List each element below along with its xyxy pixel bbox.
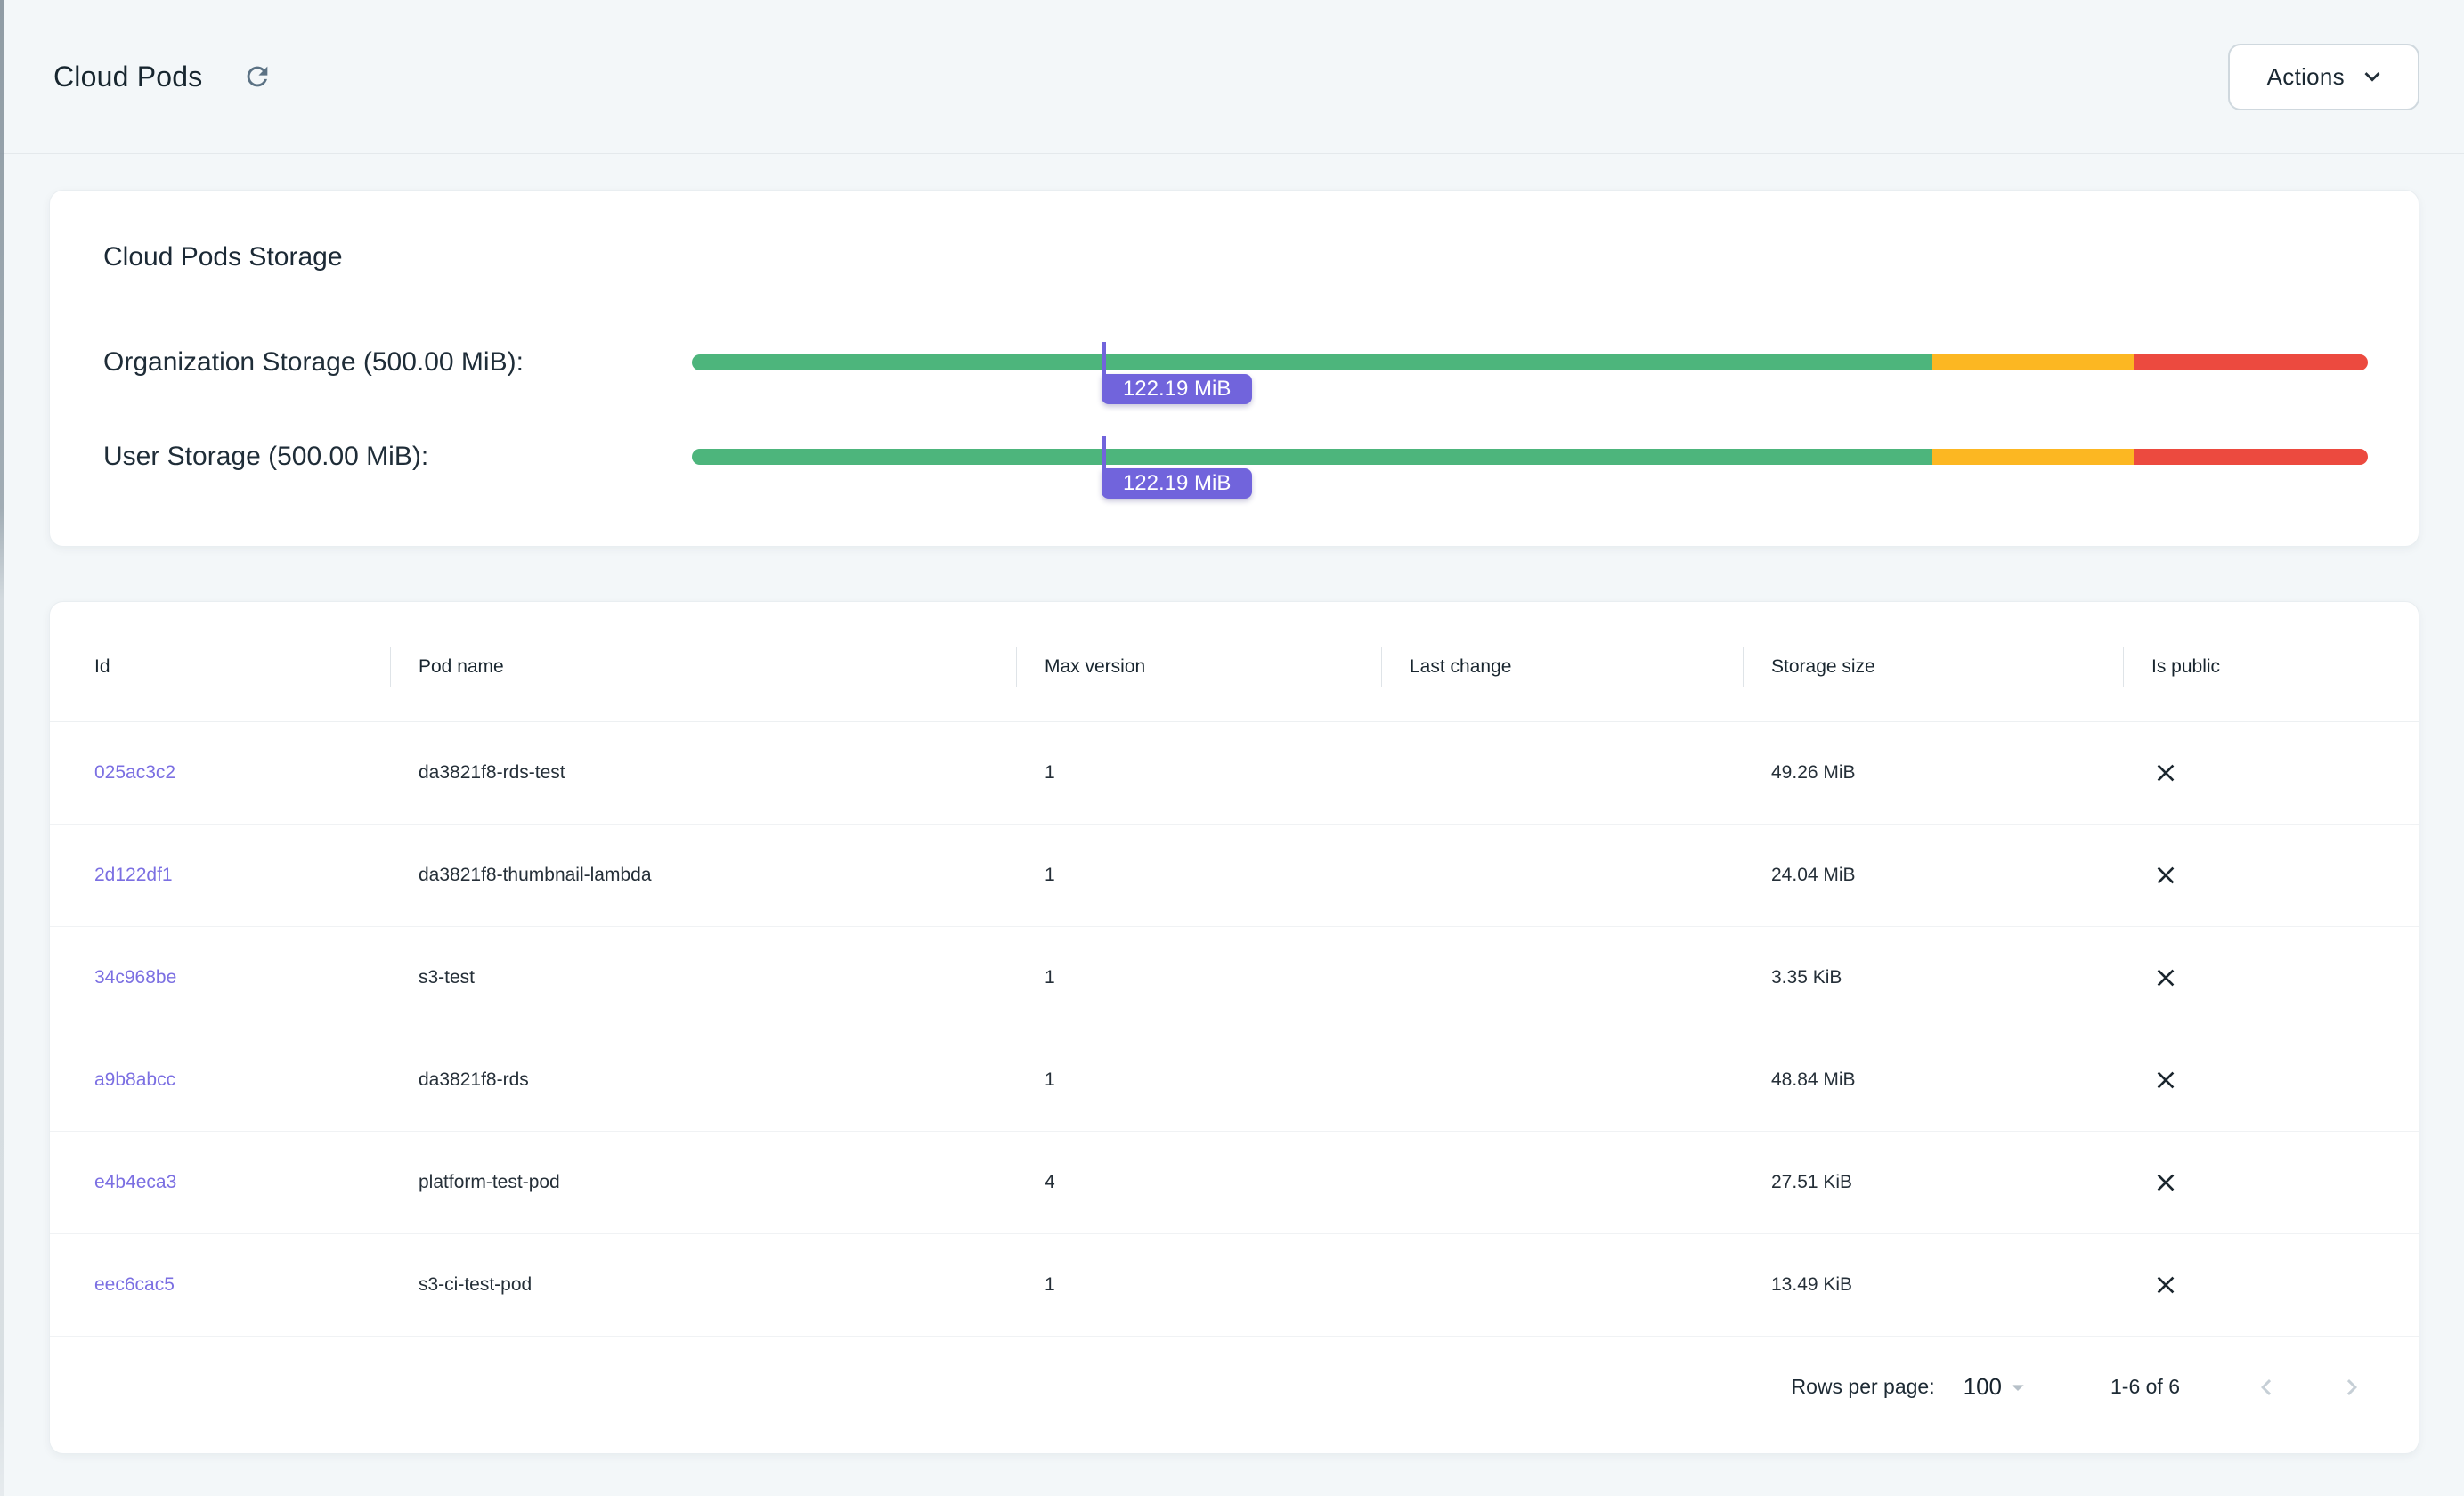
storage-card-title: Cloud Pods Storage: [103, 242, 343, 272]
cell-is-public: [2123, 1168, 2419, 1197]
cell-is-public: [2123, 759, 2419, 787]
refresh-button[interactable]: [229, 48, 286, 105]
rows-per-page-value: 100: [1963, 1373, 2002, 1400]
pod-id-link[interactable]: 025ac3c2: [94, 762, 176, 783]
table-header-row: Id Pod name Max version Last change Stor…: [50, 602, 2419, 722]
cell-max-version: 1: [1045, 762, 1055, 783]
not-public-x-icon: [2151, 1066, 2419, 1094]
storage-bar-segment-ok: [692, 354, 1932, 370]
storage-usage-badge: 122.19 MiB: [1101, 374, 1253, 404]
pod-id-link[interactable]: 34c968be: [94, 967, 177, 988]
arrow-drop-down-icon: [2004, 1373, 2032, 1402]
cell-pod-name: s3-ci-test-pod: [419, 1274, 533, 1295]
cell-pod-name: da3821f8-rds-test: [419, 762, 565, 783]
storage-bar-segment-warning: [1931, 354, 2134, 370]
column-header-id: Id: [94, 656, 110, 677]
storage-bar-segment-warning: [1931, 449, 2134, 465]
cell-storage-size: 27.51 KiB: [1771, 1172, 1853, 1192]
cell-id: eec6cac5: [50, 1274, 390, 1296]
pod-id-link[interactable]: e4b4eca3: [94, 1172, 177, 1192]
cell-max-version: 1: [1045, 865, 1055, 885]
cell-storage-size: 48.84 MiB: [1771, 1069, 1856, 1090]
cell-is-public: [2123, 1066, 2419, 1094]
column-header-pod-name: Pod name: [390, 646, 1016, 687]
pod-id-link[interactable]: 2d122df1: [94, 865, 173, 885]
cell-id: 34c968be: [50, 967, 390, 988]
cell-pod-name: s3-test: [419, 967, 476, 988]
cell-max-version: 1: [1045, 967, 1055, 988]
not-public-x-icon: [2151, 759, 2419, 787]
pagination-range-label: 1-6 of 6: [2110, 1375, 2180, 1398]
column-header-last-change: Last change: [1381, 646, 1743, 687]
user-storage-meter: User Storage (500.00 MiB): 122.19 MiB: [103, 426, 2368, 499]
previous-page-button[interactable]: [2233, 1354, 2299, 1420]
cell-pod-name: da3821f8-thumbnail-lambda: [419, 865, 652, 885]
cell-storage-size: 24.04 MiB: [1771, 865, 1856, 885]
refresh-icon: [242, 61, 272, 92]
table-row: e4b4eca3 platform-test-pod 4 27.51 KiB: [50, 1132, 2419, 1234]
storage-bar-segment-critical: [2133, 354, 2368, 370]
cell-storage-size: 13.49 KiB: [1771, 1274, 1853, 1295]
cell-pod-name: platform-test-pod: [419, 1172, 560, 1192]
user-storage-bar: 122.19 MiB: [692, 436, 2368, 499]
actions-button-label: Actions: [2266, 62, 2345, 90]
cloud-pods-table-card: Id Pod name Max version Last change Stor…: [49, 601, 2419, 1454]
organization-storage-meter: Organization Storage (500.00 MiB): 122.1…: [103, 331, 2368, 404]
chevron-right-icon: [2336, 1371, 2368, 1403]
page-header: Cloud Pods Actions: [0, 0, 2464, 154]
cell-is-public: [2123, 1271, 2419, 1299]
column-header-storage-size: Storage size: [1743, 646, 2123, 687]
cell-is-public: [2123, 861, 2419, 890]
rows-per-page-label: Rows per page:: [1791, 1375, 1935, 1398]
chevron-left-icon: [2250, 1371, 2282, 1403]
table-pagination: Rows per page: 100 1-6 of 6: [50, 1337, 2419, 1453]
next-page-button[interactable]: [2319, 1354, 2385, 1420]
chevron-down-icon: [2357, 61, 2387, 92]
table-row: 2d122df1 da3821f8-thumbnail-lambda 1 24.…: [50, 825, 2419, 927]
cell-max-version: 1: [1045, 1069, 1055, 1090]
storage-usage-marker: [1101, 436, 1106, 468]
cell-storage-size: 3.35 KiB: [1771, 967, 1842, 988]
pod-id-link[interactable]: eec6cac5: [94, 1274, 175, 1295]
column-header-max-version: Max version: [1016, 646, 1381, 687]
cell-id: a9b8abcc: [50, 1069, 390, 1091]
not-public-x-icon: [2151, 963, 2419, 992]
storage-meters: Organization Storage (500.00 MiB): 122.1…: [103, 331, 2368, 499]
cell-id: e4b4eca3: [50, 1172, 390, 1193]
not-public-x-icon: [2151, 861, 2419, 890]
table-row: 34c968be s3-test 1 3.35 KiB: [50, 927, 2419, 1029]
cell-max-version: 1: [1045, 1274, 1055, 1295]
cell-is-public: [2123, 963, 2419, 992]
storage-bar-track: [692, 354, 2368, 370]
not-public-x-icon: [2151, 1168, 2419, 1197]
storage-bar-segment-critical: [2133, 449, 2368, 465]
window-edge: [0, 0, 4, 1496]
user-storage-label: User Storage (500.00 MiB):: [103, 442, 429, 471]
not-public-x-icon: [2151, 1271, 2419, 1299]
storage-card: Cloud Pods Storage Organization Storage …: [49, 190, 2419, 547]
rows-per-page-select[interactable]: 100: [1964, 1373, 2032, 1402]
table-row: eec6cac5 s3-ci-test-pod 1 13.49 KiB: [50, 1234, 2419, 1337]
table-row: a9b8abcc da3821f8-rds 1 48.84 MiB: [50, 1029, 2419, 1132]
organization-storage-bar: 122.19 MiB: [692, 342, 2368, 404]
table-row: 025ac3c2 da3821f8-rds-test 1 49.26 MiB: [50, 722, 2419, 825]
pod-id-link[interactable]: a9b8abcc: [94, 1069, 176, 1090]
cell-max-version: 4: [1045, 1172, 1055, 1192]
actions-button[interactable]: Actions: [2227, 43, 2419, 110]
cell-pod-name: da3821f8-rds: [419, 1069, 529, 1090]
storage-usage-marker: [1101, 342, 1106, 374]
cell-id: 2d122df1: [50, 865, 390, 886]
storage-usage-badge: 122.19 MiB: [1101, 468, 1253, 499]
cell-storage-size: 49.26 MiB: [1771, 762, 1856, 783]
column-header-is-public: Is public: [2123, 646, 2419, 687]
cell-id: 025ac3c2: [50, 762, 390, 784]
organization-storage-label: Organization Storage (500.00 MiB):: [103, 347, 524, 377]
storage-bar-segment-ok: [692, 449, 1932, 465]
page-title: Cloud Pods: [53, 60, 203, 93]
storage-bar-track: [692, 449, 2368, 465]
